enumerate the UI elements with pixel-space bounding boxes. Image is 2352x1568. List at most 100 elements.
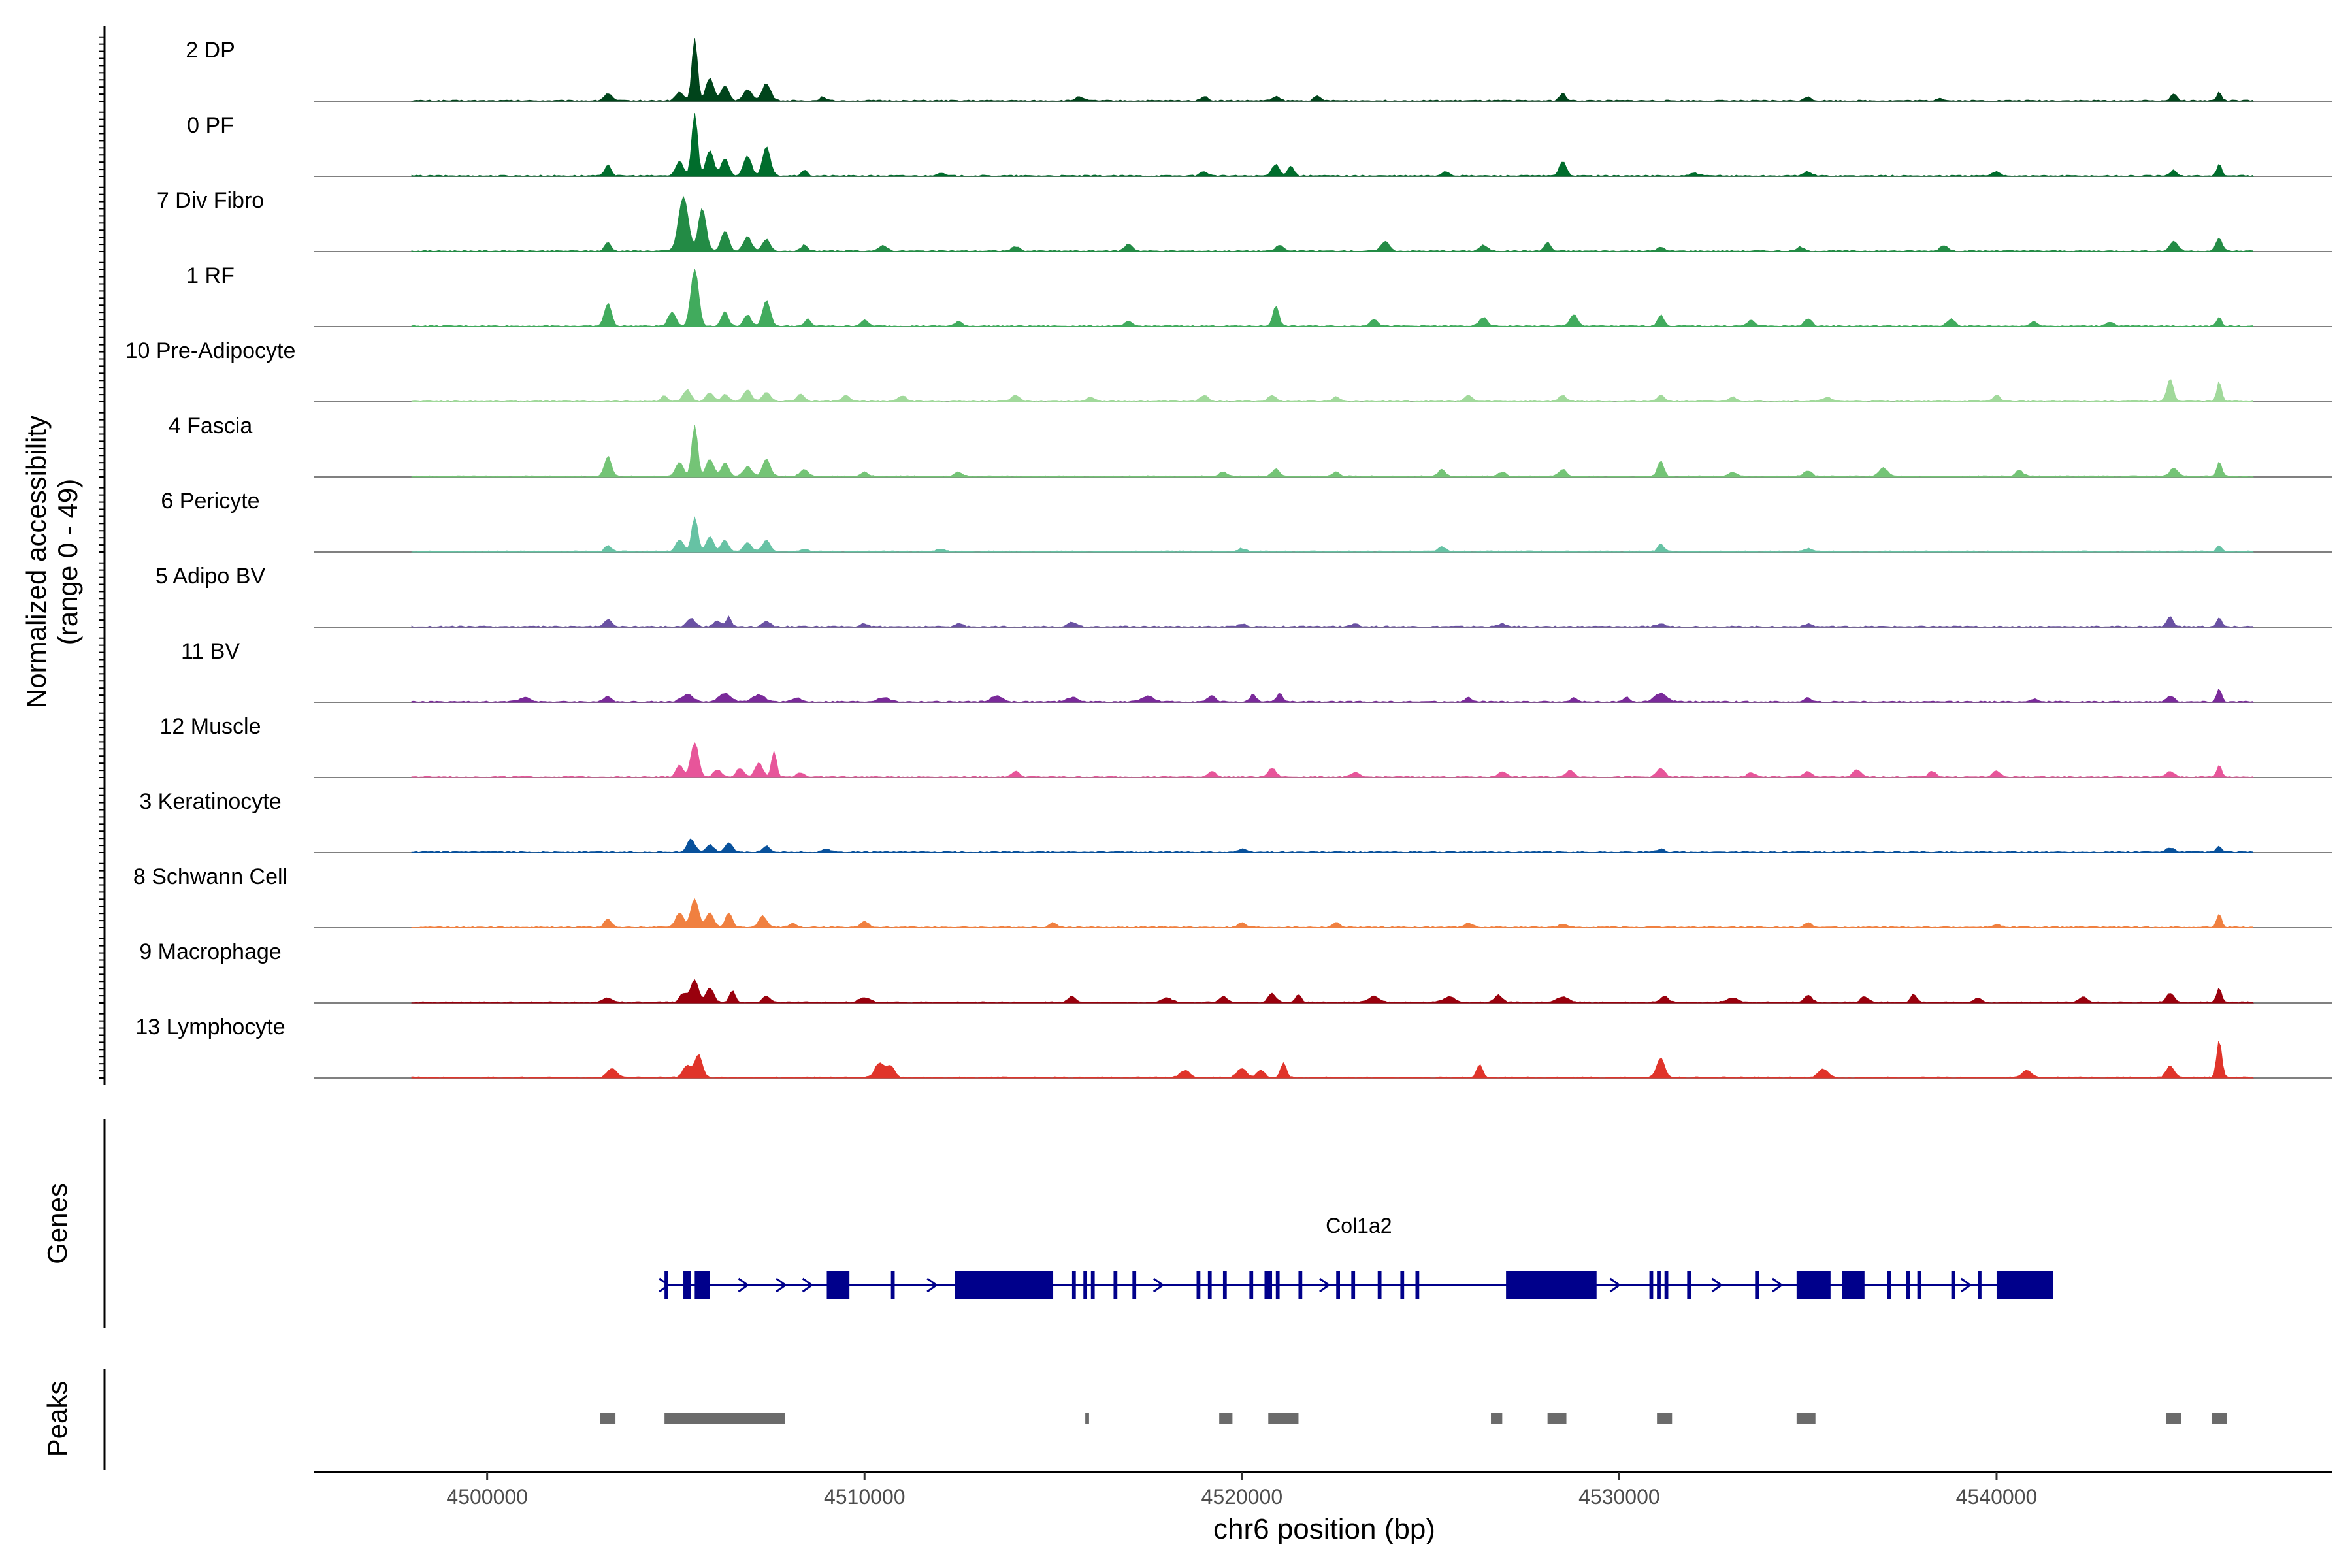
track-label: 9 Macrophage <box>139 939 281 964</box>
coverage-area <box>411 113 2254 177</box>
track-label: 10 Pre-Adipocyte <box>125 338 296 363</box>
track-label: 4 Fascia <box>169 414 253 438</box>
peak-region <box>2166 1413 2181 1424</box>
gene-exon <box>1249 1271 1254 1299</box>
peak-region <box>1491 1413 1503 1424</box>
gene-exon <box>1755 1271 1759 1299</box>
gene-exon <box>890 1271 895 1299</box>
peak-region <box>600 1413 616 1424</box>
gene-exon <box>1113 1271 1118 1299</box>
track-10: 12 Muscle <box>160 714 2332 778</box>
coverage-area <box>411 269 2254 327</box>
gene-exon <box>1906 1271 1910 1299</box>
track-label: 11 BV <box>181 639 240 664</box>
gene-exon <box>1664 1271 1669 1299</box>
track-13: 9 Macrophage <box>139 939 2332 1004</box>
coverage-tracks: 2 DP 0 PF 7 Div Fibro 1 RF 10 Pre-Adipocyte 4… <box>125 38 2332 1079</box>
track-2: 0 PF <box>187 113 2332 177</box>
gene-exon <box>1649 1271 1654 1299</box>
track-label: 3 Keratinocyte <box>139 789 281 814</box>
gene-exon <box>1351 1271 1356 1299</box>
coverage-area <box>411 898 2254 928</box>
track-14: 13 Lymphocyte <box>135 1015 2332 1079</box>
gene-exon <box>1071 1271 1076 1299</box>
gene-name: Col1a2 <box>1326 1214 1392 1237</box>
gene-exon <box>1400 1271 1405 1299</box>
gene-exon <box>1090 1271 1095 1299</box>
track-7: 6 Pericyte <box>161 489 2332 553</box>
peak-region <box>1085 1413 1089 1424</box>
strand-arrow <box>776 1277 787 1293</box>
coverage-area <box>411 425 2254 478</box>
peaks-label: Peaks <box>42 1381 73 1458</box>
y-axis <box>99 26 106 1085</box>
track-1: 2 DP <box>186 38 2332 102</box>
track-6: 4 Fascia <box>169 414 2332 478</box>
genes-label: Genes <box>42 1183 73 1264</box>
gene-exon <box>1687 1271 1691 1299</box>
gene-exon <box>1415 1271 1420 1299</box>
peak-region <box>1796 1413 1816 1424</box>
track-label: 6 Pericyte <box>161 489 259 514</box>
gene-exon <box>1978 1271 1982 1299</box>
strand-arrow <box>1534 1277 1546 1293</box>
gene-exon <box>1336 1271 1340 1299</box>
gene-exon <box>1222 1271 1227 1299</box>
coverage-area <box>411 379 2254 402</box>
track-5: 10 Pre-Adipocyte <box>125 338 2332 402</box>
gene-exon <box>1275 1271 1280 1299</box>
y-axis-label: Normalized accessibility <box>21 416 52 708</box>
x-axis-label: chr6 position (bp) <box>1213 1513 1435 1545</box>
track-label: 13 Lymphocyte <box>135 1015 285 1039</box>
gene-exon <box>694 1271 710 1299</box>
peak-region <box>664 1413 785 1424</box>
strand-arrow <box>1711 1277 1723 1293</box>
track-label: 0 PF <box>187 113 234 138</box>
track-label: 12 Muscle <box>160 714 261 739</box>
gene-exon <box>1887 1271 1891 1299</box>
gene-exon <box>1207 1271 1212 1299</box>
coverage-area <box>411 838 2254 853</box>
track-3: 7 Div Fibro <box>157 188 2332 252</box>
gene-exon <box>1083 1271 1088 1299</box>
gene-exon <box>1506 1271 1597 1299</box>
gene-exon <box>1796 1271 1831 1299</box>
gene-exon <box>1377 1271 1382 1299</box>
gene-exon <box>1132 1271 1137 1299</box>
track-9: 11 BV <box>181 639 2332 703</box>
peak-region <box>1657 1413 1673 1424</box>
strand-arrow <box>659 1277 670 1293</box>
coverage-area <box>411 615 2254 628</box>
peak-region <box>1268 1413 1299 1424</box>
x-axis: 4500000 4510000 4520000 4530000 4540000 <box>446 1472 2037 1509</box>
y-axis-range-label: (range 0 - 49) <box>52 479 83 645</box>
track-label: 7 Div Fibro <box>157 188 264 213</box>
track-label: 8 Schwann Cell <box>133 864 287 889</box>
track-11: 3 Keratinocyte <box>139 789 2332 853</box>
coverage-area <box>411 1041 2254 1079</box>
peaks-track <box>600 1413 2227 1424</box>
peak-region <box>1219 1413 1233 1424</box>
strand-arrow <box>1021 1277 1033 1293</box>
track-label: 1 RF <box>186 263 235 288</box>
gene-exon <box>1917 1271 1921 1299</box>
gene-exon <box>1657 1271 1661 1299</box>
gene-exon <box>1264 1271 1273 1299</box>
strand-arrow <box>738 1277 750 1293</box>
gene-exon <box>1996 1271 2053 1299</box>
x-tick-label: 4530000 <box>1578 1485 1660 1509</box>
track-label: 5 Adipo BV <box>155 564 266 589</box>
track-label: 2 DP <box>186 38 235 63</box>
gene-exon <box>683 1271 691 1299</box>
gene-exon <box>826 1271 850 1299</box>
gene-exon <box>1196 1271 1201 1299</box>
coverage-area <box>411 742 2254 778</box>
gene-exon <box>1842 1271 1865 1299</box>
x-tick-label: 4500000 <box>446 1485 528 1509</box>
coverage-area <box>411 979 2254 1004</box>
gene-exon <box>1298 1271 1303 1299</box>
strand-arrow <box>1319 1277 1331 1293</box>
peak-region <box>2212 1413 2227 1424</box>
